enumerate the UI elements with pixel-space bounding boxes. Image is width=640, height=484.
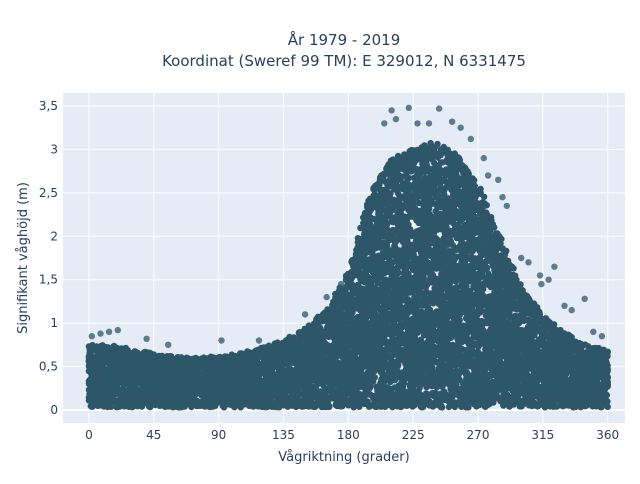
data-point (400, 383, 406, 389)
data-point (326, 404, 332, 410)
data-point (395, 362, 401, 368)
data-point (286, 364, 292, 370)
data-point (320, 379, 326, 385)
data-point (352, 351, 358, 357)
data-point (372, 374, 378, 380)
